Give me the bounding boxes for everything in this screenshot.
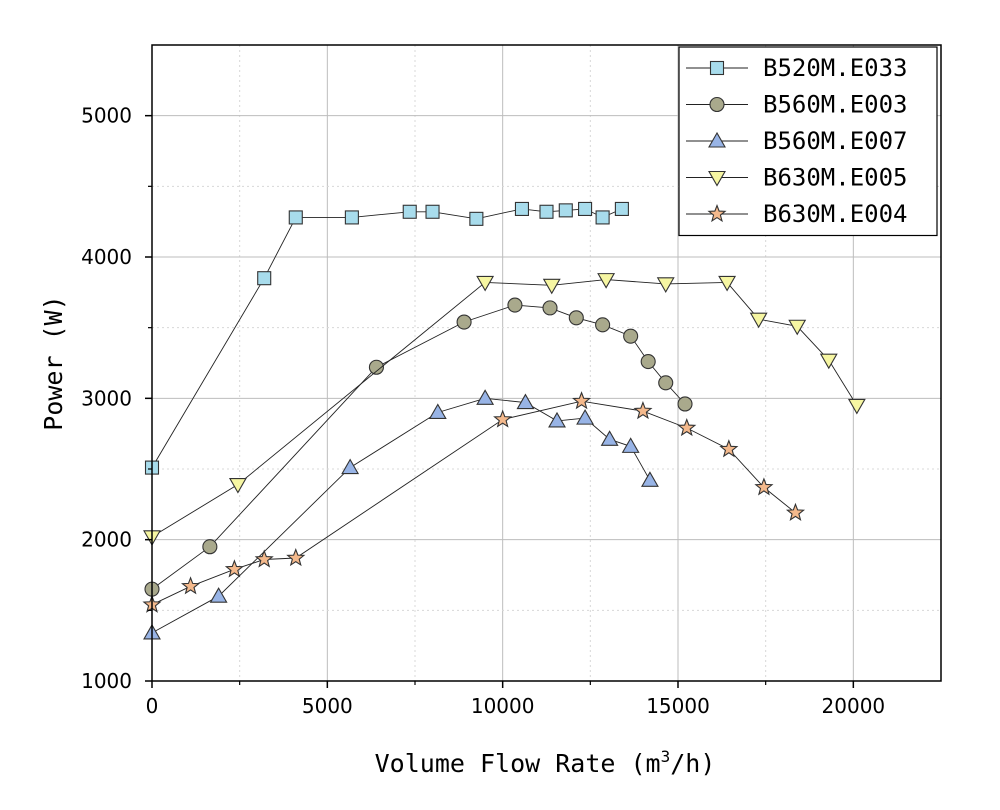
series-B560M.E003 bbox=[144, 297, 693, 597]
data-point bbox=[785, 502, 806, 521]
data-point bbox=[595, 317, 611, 333]
y-tick-label: 1000 bbox=[81, 669, 132, 693]
data-point bbox=[656, 277, 675, 293]
data-point bbox=[257, 271, 272, 286]
legend-label: B520M.E033 bbox=[763, 54, 908, 82]
data-point bbox=[597, 273, 616, 289]
data-point bbox=[344, 210, 359, 225]
legend-label: B560M.E003 bbox=[763, 91, 908, 119]
plot-frame bbox=[151, 44, 942, 682]
data-point bbox=[600, 430, 619, 446]
data-point bbox=[558, 203, 573, 218]
data-point bbox=[578, 201, 593, 216]
legend-label: B560M.E007 bbox=[763, 127, 908, 155]
series-line bbox=[151, 304, 686, 590]
series-B630M.E005 bbox=[143, 273, 866, 546]
data-point bbox=[425, 204, 440, 219]
x-tick-label: 10000 bbox=[471, 694, 535, 718]
series-line bbox=[151, 208, 623, 468]
legend-marker bbox=[709, 60, 725, 76]
axis-ticks: 0 5000 10000 15000 20000 1000 2000 3000 4000 5000 bbox=[81, 104, 885, 718]
data-point bbox=[428, 403, 447, 420]
series-line bbox=[151, 279, 858, 538]
legend-marker bbox=[709, 96, 725, 113]
data-point bbox=[514, 201, 530, 216]
data-point bbox=[640, 471, 659, 487]
x-tick-label: 15000 bbox=[646, 694, 710, 718]
data-point bbox=[749, 312, 768, 329]
data-point bbox=[288, 210, 303, 225]
x-axis-title: Volume Flow Rate (m3/h) bbox=[375, 747, 716, 778]
data-point bbox=[469, 211, 484, 226]
data-point bbox=[341, 458, 360, 475]
data-point bbox=[621, 437, 640, 453]
data-point bbox=[614, 201, 629, 216]
data-point bbox=[516, 393, 535, 410]
data-point bbox=[209, 587, 228, 603]
data-point bbox=[476, 389, 495, 405]
data-point bbox=[572, 391, 592, 410]
data-point bbox=[228, 477, 247, 494]
x-axis-title-main: Volume Flow Rate (m bbox=[375, 749, 661, 778]
data-point bbox=[754, 477, 774, 496]
series-B520M.E033 bbox=[144, 201, 629, 475]
data-point bbox=[493, 409, 513, 428]
x-tick-label: 20000 bbox=[822, 694, 886, 718]
y-tick-label: 5000 bbox=[81, 104, 132, 128]
x-axis-title-end: /h) bbox=[670, 749, 715, 778]
data-point bbox=[623, 328, 639, 344]
x-tick-label: 5000 bbox=[302, 694, 353, 718]
x-tick-label: 0 bbox=[146, 694, 159, 718]
legend-marker bbox=[708, 131, 726, 148]
data-point bbox=[788, 319, 807, 336]
data-point bbox=[456, 314, 472, 330]
data-point bbox=[677, 396, 693, 412]
series-layer bbox=[142, 201, 866, 640]
data-point bbox=[576, 409, 595, 425]
data-point bbox=[254, 549, 274, 568]
data-point bbox=[542, 278, 561, 295]
series-B560M.E007 bbox=[143, 389, 659, 640]
data-point bbox=[368, 359, 384, 375]
legend: B520M.E033 B560M.E003 B560M.E007 B630M.E005… bbox=[678, 46, 938, 237]
data-point bbox=[718, 275, 737, 292]
data-point bbox=[568, 310, 584, 326]
data-point bbox=[224, 559, 244, 578]
data-point bbox=[202, 539, 218, 555]
data-point bbox=[181, 576, 201, 595]
series-B630M.E004 bbox=[142, 391, 806, 613]
data-point bbox=[658, 375, 674, 391]
data-point bbox=[633, 400, 653, 420]
data-point bbox=[542, 300, 558, 316]
data-point bbox=[548, 411, 566, 428]
data-point bbox=[476, 275, 495, 292]
y-axis-title: Power (W) bbox=[39, 295, 68, 430]
data-point bbox=[819, 353, 838, 370]
y-tick-label: 4000 bbox=[81, 245, 132, 269]
data-point bbox=[677, 417, 697, 437]
series-line bbox=[151, 397, 651, 634]
legend-marker bbox=[708, 170, 726, 187]
data-point bbox=[847, 398, 866, 415]
series-line bbox=[151, 400, 796, 606]
data-point bbox=[640, 354, 656, 370]
legend-label: B630M.E004 bbox=[763, 200, 908, 228]
y-tick-label: 2000 bbox=[81, 528, 132, 552]
legend-marker bbox=[707, 203, 727, 223]
legend-label: B630M.E005 bbox=[763, 164, 908, 192]
data-point bbox=[595, 210, 610, 225]
x-axis-title-superscript: 3 bbox=[661, 747, 671, 766]
y-tick-label: 3000 bbox=[81, 386, 132, 410]
data-point bbox=[286, 547, 306, 567]
data-point bbox=[719, 439, 739, 458]
data-point bbox=[507, 297, 523, 313]
data-point bbox=[402, 204, 417, 219]
data-point bbox=[539, 204, 554, 219]
